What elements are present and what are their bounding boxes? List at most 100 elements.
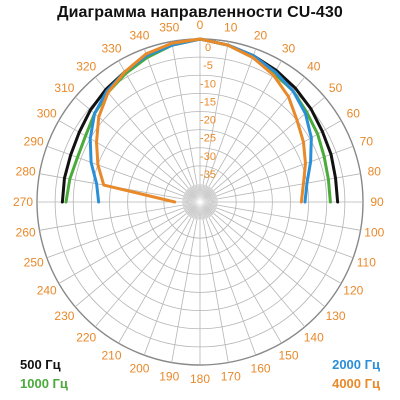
angle-tick-label: 320 (76, 59, 96, 73)
angle-tick-label: 30 (282, 42, 296, 56)
grid-spoke (211, 215, 306, 328)
legend-item-500hz: 500 Гц (20, 357, 61, 372)
hub-spoke (190, 201, 201, 218)
hub-spoke (199, 191, 215, 203)
hub-spoke (185, 201, 201, 213)
hub-spoke (182, 200, 201, 203)
radial-tick-label: 0 (205, 42, 211, 54)
hub-spoke (199, 201, 218, 204)
hub-spoke (198, 184, 201, 203)
series-line-1 (64, 37, 332, 204)
angle-tick-label: 350 (159, 21, 179, 35)
hub-spoke (186, 201, 201, 214)
angle-tick-label: 260 (16, 226, 36, 240)
angle-tick-label: 220 (76, 331, 96, 345)
angle-tick-label: 280 (16, 164, 36, 178)
grid-spoke (46, 207, 184, 259)
series-group (60, 37, 340, 204)
legend-item-1000hz: 1000 Гц (20, 376, 68, 391)
hub-spoke (199, 201, 211, 217)
angle-tick-label: 100 (364, 226, 384, 240)
angle-tick-label: 230 (54, 309, 74, 323)
radial-tick-label: -35 (200, 169, 216, 181)
angle-tick-label: 140 (304, 331, 324, 345)
angle-tick-label: 160 (251, 361, 271, 375)
radial-tick-label: -20 (200, 115, 216, 127)
angle-tick-label: 180 (190, 372, 210, 386)
grid-spoke (94, 215, 189, 328)
angle-tick-label: 270 (13, 195, 33, 209)
hub-spoke (199, 184, 205, 203)
radial-tick-label: -25 (200, 133, 216, 145)
hub-spoke (199, 201, 208, 219)
grid-spoke (217, 204, 361, 231)
grid-spoke (202, 41, 229, 185)
hub-spoke (184, 192, 201, 203)
angle-tick-label: 110 (357, 256, 376, 270)
grid-spoke (171, 41, 198, 185)
hub-spoke (199, 201, 213, 215)
hub-spoke (198, 201, 201, 220)
angle-tick-label: 300 (37, 107, 57, 121)
hub-spoke (192, 201, 201, 219)
hub-spoke (199, 195, 217, 203)
hub-spoke (187, 201, 201, 215)
hub-spoke (199, 201, 207, 219)
hub-spoke (186, 190, 201, 203)
hub-spoke (199, 194, 217, 203)
hub-spoke (182, 198, 201, 203)
grid-spoke (208, 60, 282, 187)
hub-spoke (199, 201, 215, 213)
angle-tick-label: 310 (54, 81, 74, 95)
grid-spoke (94, 76, 189, 189)
hub-spoke (199, 201, 217, 209)
angle-tick-label: 150 (278, 348, 298, 362)
legend-item-4000hz: 4000 Гц (332, 376, 380, 391)
hub-spoke (192, 185, 201, 203)
radial-tick-label: -5 (203, 60, 213, 72)
grid-spoke (118, 60, 192, 187)
angle-tick-label: 330 (101, 42, 121, 56)
hub-spoke (189, 201, 201, 217)
hub-spoke (195, 184, 201, 203)
grid-spoke (143, 218, 195, 356)
hub-spoke (182, 201, 201, 204)
grid-spoke (118, 217, 192, 344)
hub-spoke (189, 187, 201, 203)
angle-tick-label: 40 (307, 59, 321, 73)
hub-spoke (182, 201, 201, 206)
hub-spoke (182, 201, 201, 207)
hub-spoke (199, 186, 210, 203)
hub-spoke (199, 190, 214, 203)
angle-tick-label: 240 (37, 284, 57, 298)
angle-tick-label: 210 (101, 348, 121, 362)
grid-spoke (74, 213, 187, 308)
hub-spoke (196, 184, 201, 203)
angle-tick-label: 70 (360, 134, 374, 148)
hub-spoke (199, 198, 218, 203)
grid-spoke (213, 213, 326, 308)
chart-title: Диаграмма направленности CU-430 (57, 4, 343, 21)
hub-spoke (188, 201, 201, 216)
hub-spoke (183, 201, 201, 209)
series-line-3 (95, 37, 307, 204)
grid-spoke (205, 48, 257, 186)
grid-spoke (216, 207, 354, 259)
angle-tick-label: 200 (129, 361, 149, 375)
hub-spoke (199, 201, 210, 218)
grid-spoke (171, 219, 198, 363)
hub-spoke (199, 197, 218, 203)
grid-spoke (217, 173, 361, 200)
angle-tick-label: 10 (224, 21, 238, 35)
angle-tick-label: 170 (221, 369, 241, 383)
grid-spoke (39, 204, 183, 231)
hub-spoke (199, 201, 202, 220)
hub-spoke (199, 192, 216, 203)
hub-spoke (199, 201, 218, 206)
legend-item-2000hz: 2000 Гц (332, 357, 380, 372)
hub-spoke (199, 184, 202, 203)
hub-spoke (199, 201, 217, 210)
grid-spoke (205, 218, 257, 356)
hub-spoke (190, 186, 201, 203)
